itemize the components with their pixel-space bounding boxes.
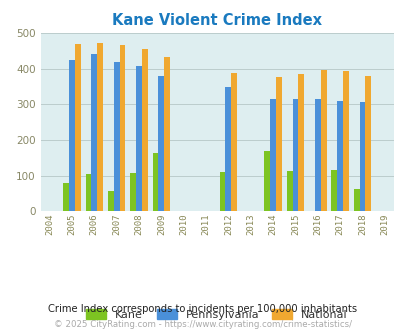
- Legend: Kane, Pennsylvania, National: Kane, Pennsylvania, National: [86, 310, 347, 320]
- Bar: [97, 43, 103, 211]
- Bar: [164, 57, 170, 211]
- Text: Crime Index corresponds to incidents per 100,000 inhabitants: Crime Index corresponds to incidents per…: [48, 304, 357, 314]
- Bar: [320, 70, 326, 211]
- Bar: [286, 171, 292, 211]
- Bar: [113, 62, 119, 211]
- Bar: [269, 99, 275, 211]
- Bar: [364, 76, 370, 211]
- Bar: [330, 170, 337, 211]
- Bar: [91, 54, 97, 211]
- Bar: [342, 71, 348, 211]
- Bar: [69, 60, 75, 211]
- Bar: [75, 44, 81, 211]
- Bar: [264, 151, 269, 211]
- Bar: [353, 189, 359, 211]
- Bar: [119, 45, 125, 211]
- Bar: [275, 77, 281, 211]
- Title: Kane Violent Crime Index: Kane Violent Crime Index: [112, 13, 322, 28]
- Text: © 2025 CityRating.com - https://www.cityrating.com/crime-statistics/: © 2025 CityRating.com - https://www.city…: [54, 320, 351, 329]
- Bar: [292, 99, 298, 211]
- Bar: [85, 174, 91, 211]
- Bar: [314, 99, 320, 211]
- Bar: [130, 173, 136, 211]
- Bar: [337, 101, 342, 211]
- Bar: [63, 183, 69, 211]
- Bar: [219, 172, 225, 211]
- Bar: [359, 103, 364, 211]
- Bar: [136, 66, 141, 211]
- Bar: [298, 74, 303, 211]
- Bar: [141, 49, 147, 211]
- Bar: [158, 76, 164, 211]
- Bar: [108, 191, 113, 211]
- Bar: [231, 73, 237, 211]
- Bar: [225, 87, 231, 211]
- Bar: [152, 153, 158, 211]
